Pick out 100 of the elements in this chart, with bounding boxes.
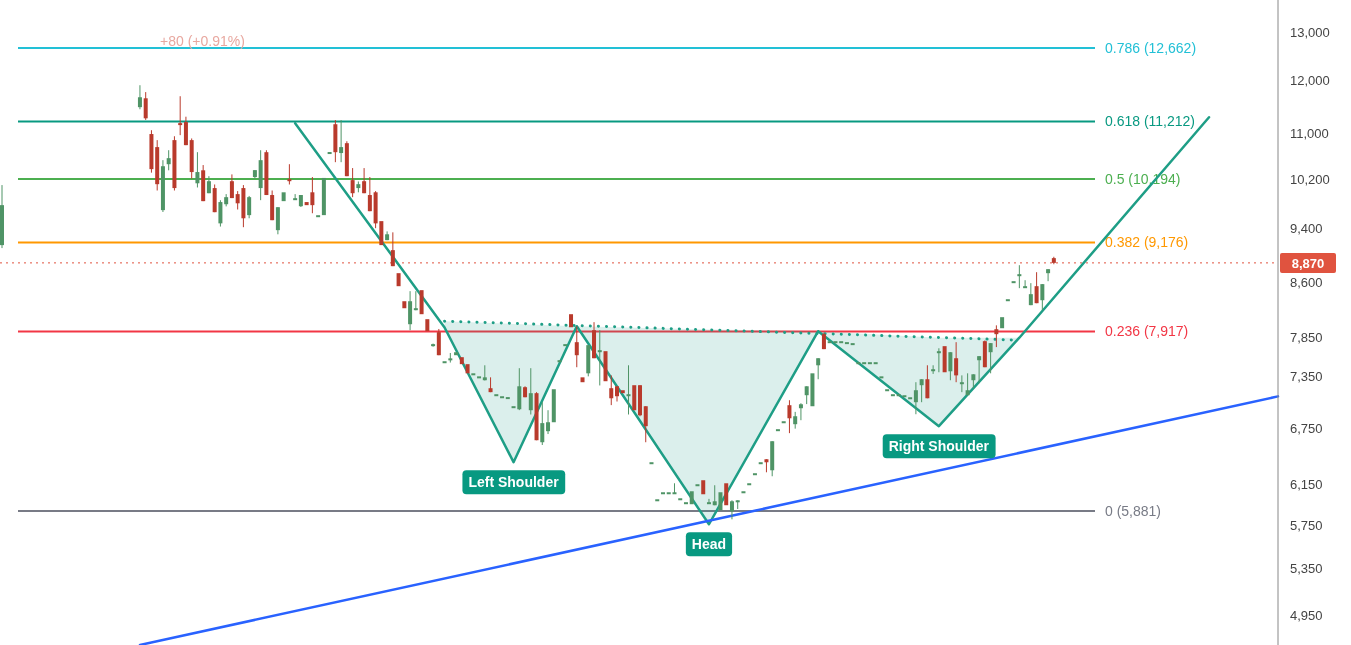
candlestick: [775, 429, 780, 432]
candlestick: [569, 314, 574, 328]
candlestick: [281, 192, 286, 202]
candlestick: [425, 319, 430, 332]
candlestick: [649, 462, 654, 465]
candlestick: [678, 498, 683, 501]
y-tick-label: 13,000: [1290, 25, 1330, 41]
candlestick: [695, 484, 700, 487]
candlestick: [442, 361, 447, 364]
candlestick: [706, 498, 711, 505]
candlestick: [701, 480, 706, 495]
candlestick: [1040, 283, 1045, 311]
candlestick: [655, 499, 660, 502]
candlestick: [143, 91, 148, 121]
candlestick: [724, 483, 729, 506]
annotation: Left Shoulder: [468, 474, 560, 491]
candlestick: [626, 364, 631, 415]
candlestick: [781, 421, 786, 424]
candlestick: [913, 381, 918, 415]
candlestick: [402, 301, 407, 309]
candlestick: [1046, 268, 1051, 282]
candlestick: [178, 95, 183, 136]
candlestick: [1034, 271, 1039, 304]
candlestick: [844, 342, 849, 345]
candlestick: [339, 119, 344, 163]
candlestick: [798, 402, 803, 421]
candlestick: [729, 499, 734, 520]
line-series: [293, 115, 1211, 526]
candlestick: [287, 163, 292, 185]
y-tick-label: 7,850: [1290, 329, 1323, 345]
candlestick: [419, 290, 424, 315]
candlestick: [862, 362, 867, 365]
candlestick: [620, 390, 625, 394]
candlestick: [494, 394, 499, 397]
candlestick: [327, 152, 332, 155]
candlestick: [954, 341, 959, 383]
y-tick-label: 9,400: [1290, 220, 1323, 236]
candlestick: [988, 342, 993, 374]
candlestick: [166, 149, 171, 171]
candlestick: [632, 385, 637, 411]
candlestick: [931, 364, 936, 375]
y-tick-label: 4,950: [1290, 608, 1323, 623]
y-tick-label: 10,200: [1290, 171, 1330, 187]
candlestick: [683, 502, 688, 505]
candlestick: [1005, 299, 1010, 302]
candlestick: [816, 357, 821, 380]
ref-line-label: 0.236 (7,917): [1105, 323, 1189, 340]
y-tick-label: 8,600: [1290, 274, 1323, 290]
candlestick: [942, 346, 947, 373]
candlestick: [890, 394, 895, 397]
candlestick: [1017, 264, 1022, 289]
ref-line-label: 0 (5,881): [1105, 502, 1162, 519]
candlestick: [546, 409, 551, 435]
candlestick: [195, 151, 200, 188]
candlestick: [689, 491, 694, 505]
y-tick-label: 5,350: [1290, 561, 1323, 577]
candlestick: [471, 373, 476, 376]
candlestick: [362, 167, 367, 194]
candlestick: [948, 351, 953, 381]
candlestick: [660, 492, 665, 495]
candlestick: [396, 273, 401, 287]
ref-line-label: 0.382 (9,176): [1105, 234, 1189, 251]
annotation: Head: [691, 536, 727, 553]
candlestick: [1023, 279, 1028, 289]
candlestick: [741, 491, 746, 494]
candlestick: [936, 347, 941, 373]
candlestick: [994, 324, 999, 348]
candlestick: [597, 329, 602, 386]
candlestick: [867, 362, 872, 365]
candlestick: [603, 351, 608, 382]
candlestick: [752, 473, 757, 476]
ref-line-label: 8,870: [1291, 255, 1325, 271]
candlestick: [839, 341, 844, 344]
candlestick: [500, 396, 505, 399]
candlestick: [477, 376, 482, 379]
candlestick: [218, 199, 223, 228]
candlestick: [390, 231, 395, 267]
candlestick: [316, 215, 321, 218]
candlestick: [787, 399, 792, 434]
candlestick: [1000, 317, 1005, 329]
candlestick: [275, 206, 280, 235]
candlestick: [321, 177, 326, 216]
candlestick: [540, 401, 545, 446]
candlestick: [408, 290, 413, 331]
ref-line-label: 0.786 (12,662): [1105, 40, 1197, 57]
candlestick: [459, 357, 464, 365]
candlestick: [247, 195, 252, 219]
candlestick: [856, 362, 861, 365]
candlestick: [528, 367, 533, 415]
candlestick: [563, 344, 568, 347]
candlestick: [367, 176, 372, 212]
candlestick: [557, 360, 562, 363]
y-tick-label: 12,000: [1290, 73, 1330, 89]
annotation: Right Shoulder: [888, 438, 990, 455]
candlestick: [643, 405, 648, 443]
y-tick-label: 7,350: [1290, 369, 1323, 385]
candlestick: [580, 377, 585, 383]
candlestick: [885, 389, 890, 392]
candlestick: [183, 116, 188, 146]
candlestick: [609, 374, 614, 406]
